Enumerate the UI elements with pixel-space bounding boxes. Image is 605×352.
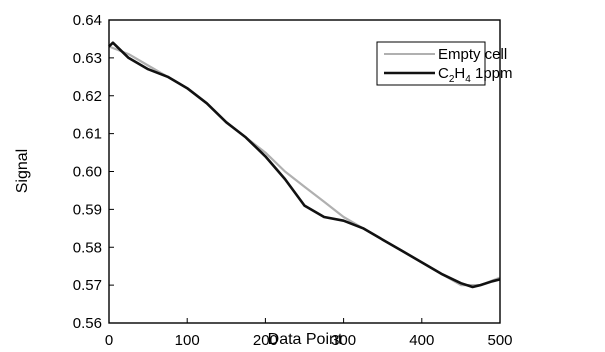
legend-label-c2h4-part1: C bbox=[438, 65, 449, 82]
legend: Empty cell C2H4 1ppm bbox=[376, 41, 513, 86]
x-axis-title: Data Point bbox=[268, 331, 343, 348]
y-tick-label: 0.63 bbox=[73, 50, 102, 67]
y-tick-label: 0.58 bbox=[73, 239, 102, 256]
series-c2h4-line bbox=[108, 41, 501, 289]
y-axis-ticks: 0.56 0.57 0.58 0.59 0.60 0.61 0.62 0.63 0.64 bbox=[73, 12, 114, 332]
legend-label-empty-cell: Empty cell bbox=[438, 46, 507, 63]
legend-label-c2h4-sub1: 2 bbox=[449, 74, 455, 85]
legend-label-c2h4: C2H4 1ppm bbox=[438, 65, 513, 85]
x-tick-label: 500 bbox=[487, 332, 512, 349]
x-tick-label: 100 bbox=[175, 332, 200, 349]
y-tick-label: 0.59 bbox=[73, 201, 102, 218]
plot-area bbox=[108, 19, 501, 324]
y-tick-label: 0.60 bbox=[73, 164, 102, 181]
legend-label-c2h4-part3: 1ppm bbox=[471, 65, 513, 82]
y-axis-title: Signal bbox=[14, 149, 31, 193]
legend-box bbox=[376, 41, 486, 86]
x-tick-label: 300 bbox=[331, 332, 356, 349]
y-tick-label: 0.57 bbox=[73, 277, 102, 294]
legend-label-c2h4-sub2: 4 bbox=[465, 74, 471, 85]
x-tick-label: 400 bbox=[409, 332, 434, 349]
legend-label-c2h4-part2: H bbox=[454, 65, 465, 82]
x-tick-label: 200 bbox=[253, 332, 278, 349]
y-tick-label: 0.56 bbox=[73, 315, 102, 332]
y-tick-label: 0.62 bbox=[73, 88, 102, 105]
series-layer bbox=[108, 41, 501, 289]
x-axis-ticks: 0 100 200 300 400 500 bbox=[105, 318, 513, 349]
x-tick-label: 0 bbox=[105, 332, 113, 349]
y-tick-label: 0.64 bbox=[73, 12, 102, 29]
y-tick-label: 0.61 bbox=[73, 126, 102, 143]
